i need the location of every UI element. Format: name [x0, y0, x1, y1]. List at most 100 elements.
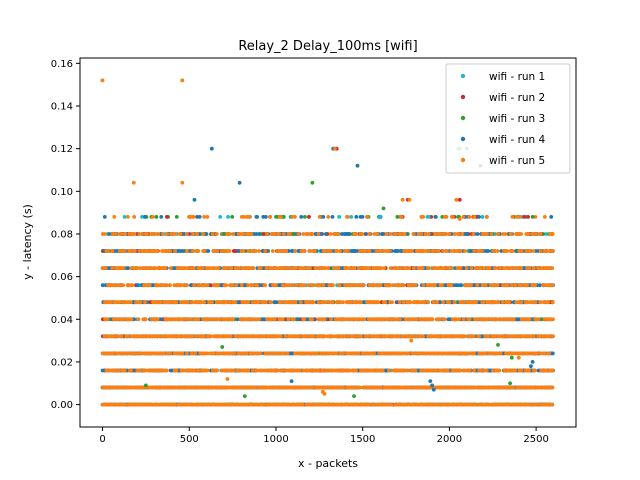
data-point: [458, 283, 463, 288]
data-point: [205, 368, 210, 373]
data-point: [539, 317, 544, 322]
data-point: [438, 300, 443, 305]
data-point: [354, 215, 359, 219]
data-point: [395, 249, 400, 253]
data-point: [263, 215, 268, 219]
data-point: [151, 283, 156, 288]
data-point: [132, 317, 136, 322]
data-point: [433, 215, 438, 219]
data-point: [191, 368, 196, 373]
data-point: [368, 402, 372, 407]
data-point: [340, 232, 344, 236]
data-point: [235, 317, 240, 322]
data-point: [260, 368, 264, 373]
data-point: [107, 232, 112, 236]
data-point: [528, 402, 533, 407]
data-point: [164, 368, 169, 373]
data-point: [280, 368, 284, 373]
data-point: [504, 385, 508, 390]
data-point: [272, 368, 277, 373]
data-point: [181, 249, 185, 253]
data-point: [486, 402, 491, 407]
data-point: [378, 385, 383, 390]
data-point: [159, 215, 164, 219]
data-point: [436, 402, 441, 407]
data-point: [413, 368, 418, 373]
data-point: [123, 402, 128, 407]
data-point: [550, 351, 555, 356]
data-point: [360, 215, 365, 219]
data-point: [230, 215, 235, 219]
data-point: [474, 402, 478, 407]
data-point: [148, 300, 153, 305]
data-point: [300, 402, 305, 407]
data-point: [405, 368, 410, 373]
data-point: [330, 215, 335, 219]
data-point: [499, 249, 504, 253]
data-point: [175, 249, 180, 253]
data-point: [206, 402, 211, 407]
data-point: [154, 215, 159, 219]
data-point: [246, 368, 251, 373]
data-point: [158, 317, 163, 322]
data-point: [448, 317, 452, 322]
data-point: [477, 215, 481, 219]
data-point: [116, 368, 121, 373]
data-point: [126, 266, 130, 270]
data-point: [129, 368, 133, 373]
data-point: [364, 232, 369, 236]
data-point: [143, 215, 147, 219]
data-point: [337, 215, 342, 219]
data-point: [297, 368, 302, 373]
data-point: [440, 215, 445, 219]
data-point: [349, 215, 354, 219]
data-point: [299, 215, 304, 219]
data-point: [251, 368, 255, 373]
data-point: [429, 215, 434, 219]
data-point: [444, 402, 449, 407]
data-point: [371, 368, 376, 373]
data-point: [550, 385, 555, 390]
data-point: [140, 215, 144, 219]
data-point: [550, 402, 554, 407]
data-point: [196, 368, 201, 373]
data-point: [274, 300, 279, 305]
data-point: [135, 283, 140, 288]
data-point: [535, 402, 540, 407]
data-point: [276, 368, 280, 373]
data-point: [204, 232, 208, 236]
data-point: [341, 385, 346, 390]
data-point: [319, 232, 324, 236]
data-point: [307, 215, 311, 219]
data-point: [354, 368, 358, 373]
data-point: [347, 232, 352, 236]
data-point: [102, 215, 107, 219]
data-point: [106, 385, 111, 390]
data-point: [253, 385, 258, 390]
data-point: [526, 215, 530, 219]
data-point: [197, 215, 202, 219]
data-point: [198, 385, 203, 390]
data-point: [257, 232, 261, 236]
data-points: [100, 78, 555, 407]
data-point: [544, 232, 549, 236]
data-point: [522, 266, 526, 270]
data-point: [389, 402, 394, 407]
data-point: [522, 215, 527, 219]
data-point: [465, 232, 469, 236]
data-point: [174, 215, 179, 219]
data-point: [321, 368, 326, 373]
data-point: [122, 215, 127, 219]
data-point: [290, 249, 295, 253]
data-point: [325, 368, 330, 373]
data-point: [475, 232, 480, 236]
data-point: [357, 402, 361, 407]
data-point: [291, 368, 296, 373]
data-point: [235, 368, 240, 373]
data-point: [242, 283, 247, 288]
data-point: [262, 402, 267, 407]
data-point: [119, 385, 124, 390]
data-point: [371, 402, 376, 407]
data-point: [165, 215, 169, 219]
data-point: [143, 368, 148, 373]
